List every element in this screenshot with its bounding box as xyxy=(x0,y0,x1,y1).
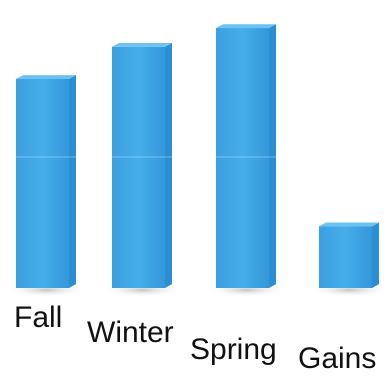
bar-top-gains xyxy=(319,222,379,227)
category-label-fall: Fall xyxy=(14,301,62,334)
bar-front-fall xyxy=(16,78,69,289)
bar-top-fall xyxy=(16,75,76,79)
category-label-winter: Winter xyxy=(87,316,174,349)
bar-side-spring xyxy=(269,24,276,288)
bars-group xyxy=(10,24,379,289)
bar-side-winter xyxy=(165,42,172,289)
bar-gains xyxy=(319,222,379,288)
bar-front-winter xyxy=(112,46,165,288)
category-label-spring: Spring xyxy=(190,333,277,366)
category-label-gains: Gains xyxy=(298,342,376,375)
bar-top-spring xyxy=(216,24,276,29)
bar-spring xyxy=(216,24,276,288)
bar-side-fall xyxy=(69,75,76,288)
bar-winter xyxy=(112,42,172,289)
bar-front-gains xyxy=(319,226,372,288)
bar-fall xyxy=(16,75,76,289)
bar-front-spring xyxy=(216,28,269,288)
category-labels: Fall Winter Spring Gains xyxy=(14,301,376,375)
bar-side-gains xyxy=(372,222,379,288)
bar-top-winter xyxy=(112,42,172,47)
